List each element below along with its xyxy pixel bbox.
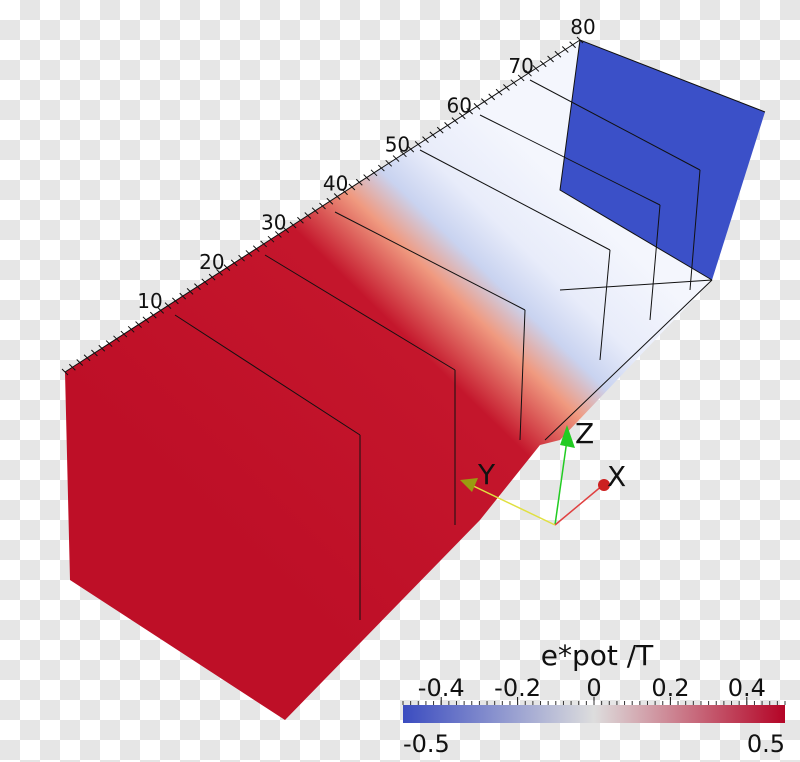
colorbar-tick-label: 0.2 [651, 674, 689, 702]
edge-tick [451, 117, 459, 124]
edge-tick [267, 235, 275, 243]
edge-tick [569, 41, 576, 49]
edge-tick [539, 60, 547, 68]
axis-label: 50 [385, 132, 410, 156]
edge-tick [429, 131, 437, 139]
edge-tick [370, 169, 378, 177]
edge-tick [385, 159, 393, 167]
edge-tick [503, 84, 510, 91]
edge-tick [355, 178, 363, 186]
edge-tick [304, 212, 312, 219]
edge-tick [319, 202, 326, 210]
edge-tick [363, 174, 370, 181]
axis-label: 80 [570, 15, 595, 39]
edge-tick [348, 183, 356, 191]
edge-tick [444, 122, 451, 129]
edge-tick [61, 368, 69, 376]
colorbar-range-label: -0.5 [403, 730, 450, 758]
colorbar-tick-label: 0.4 [728, 674, 766, 702]
edge-tick [400, 150, 407, 158]
volume [65, 40, 765, 720]
edge-tick [326, 197, 334, 205]
edge-tick [422, 136, 429, 143]
axis-label: 60 [447, 93, 472, 117]
triad [460, 425, 610, 526]
edge-tick [252, 245, 260, 253]
edge-tick [481, 98, 488, 106]
axis-label: 20 [199, 250, 224, 274]
colorbar-tick-label: -0.4 [418, 674, 465, 702]
edge-tick [488, 93, 496, 101]
edge-tick [532, 65, 540, 72]
edge-tick [186, 288, 194, 295]
edge-tick [466, 107, 473, 115]
edge-tick [149, 311, 157, 319]
edge-tick [179, 292, 187, 300]
edge-tick [576, 36, 584, 44]
colorbar-range-label: 0.5 [747, 730, 785, 758]
edge-tick [525, 69, 532, 77]
edge-tick [517, 74, 525, 82]
edge-tick [333, 193, 341, 200]
edge-tick [245, 250, 253, 257]
edge-tick [83, 354, 91, 362]
edge-tick [142, 316, 150, 324]
edge-tick [282, 226, 290, 234]
edge-tick [561, 46, 569, 53]
edge-tick [157, 306, 164, 314]
edge-tick [127, 325, 135, 333]
axis-label: 10 [137, 289, 162, 313]
triad-y: Y [477, 458, 496, 491]
edge-tick [216, 269, 223, 276]
edge-tick [113, 335, 120, 343]
edge-tick [76, 359, 84, 366]
triad-x: X [607, 460, 626, 493]
edge-tick [230, 259, 238, 267]
edge-tick [473, 103, 481, 110]
edge-tick [201, 278, 209, 286]
edge-tick [135, 321, 142, 328]
edge-tick [208, 273, 216, 281]
edge-tick [289, 221, 297, 229]
edge-tick [407, 145, 415, 153]
edge-tick [554, 50, 562, 58]
edge-tick [238, 254, 245, 262]
edge-tick [297, 216, 304, 224]
colorbar-title: e*pot /T [541, 639, 654, 672]
edge-tick [69, 363, 76, 371]
edge-tick [98, 344, 106, 352]
triad-z: Z [575, 417, 594, 450]
edge-tick [378, 164, 385, 172]
edge-tick [120, 330, 128, 338]
edge-tick [311, 207, 319, 215]
colorbar-tick-label: -0.2 [494, 674, 541, 702]
edge-tick [275, 231, 282, 238]
edge-tick [223, 264, 231, 272]
edge-tick [458, 112, 466, 120]
edge-tick [164, 302, 172, 309]
colorbar-tick-label: 0 [586, 674, 601, 702]
edge-tick [510, 79, 518, 87]
edge-tick [392, 155, 400, 162]
edge-tick [260, 240, 267, 248]
edge-tick [547, 55, 554, 63]
edge-tick [414, 140, 422, 148]
edge-tick [495, 88, 503, 96]
edge-tick [172, 297, 179, 305]
edge-tick [105, 340, 113, 347]
edge-tick [194, 283, 201, 290]
edge-tick [436, 126, 444, 134]
colorbar [403, 705, 785, 723]
edge-tick [91, 349, 98, 357]
axis-label: 30 [261, 211, 286, 235]
edge-tick [341, 188, 348, 196]
